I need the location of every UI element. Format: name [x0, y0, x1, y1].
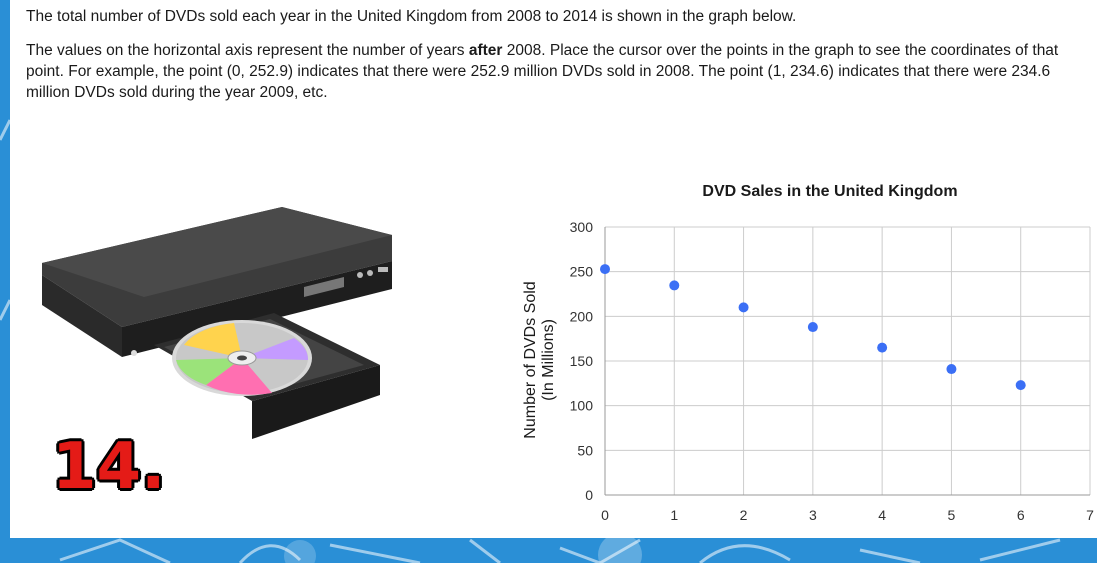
data-point[interactable]: (6, 123) — [1015, 380, 1026, 391]
instructions-text-end: 2008. Place the cursor over the points i… — [26, 42, 1059, 101]
x-tick-label: 2 — [740, 507, 748, 523]
data-point[interactable]: (5, 141) — [946, 364, 957, 375]
y-tick-label: 50 — [577, 442, 593, 458]
x-tick-label: 1 — [670, 507, 678, 523]
y-tick-label: 0 — [585, 487, 593, 503]
data-point[interactable]: (4, 165) — [877, 342, 888, 353]
intro-sentence: The total number of DVDs sold each year … — [26, 8, 797, 25]
content-panel: The total number of DVDs sold each year … — [10, 0, 1097, 538]
x-tick-label: 0 — [601, 507, 609, 523]
x-tick-label: 4 — [878, 507, 886, 523]
problem-number: 14. — [52, 430, 166, 504]
chart-title: DVD Sales in the United Kingdom — [702, 183, 957, 200]
data-point[interactable]: (1, 234.6) — [669, 280, 680, 291]
y-axis-label: Number of DVDs Sold — [522, 281, 539, 438]
x-tick-label: 7 — [1086, 507, 1094, 523]
chart-points: (0, 252.9) (1, 234.6) (2, 210) (3, 188) (4, … — [600, 264, 1026, 391]
instructions-paragraph: The values on the horizontal axis repres… — [26, 40, 1076, 103]
y-tick-label: 250 — [570, 264, 594, 280]
data-point[interactable]: (2, 210) — [738, 302, 749, 313]
instructions-emphasis: after — [468, 42, 503, 59]
problem-text: The total number of DVDs sold each year … — [26, 6, 1076, 116]
data-point[interactable]: (3, 188) — [807, 322, 818, 333]
x-tick-label: 3 — [809, 507, 817, 523]
y-tick-label: 100 — [570, 398, 594, 414]
chart-grid — [604, 226, 1091, 496]
y-axis-label-units: (In Millions) — [540, 319, 557, 401]
chart-axis-ticks: 0 50 100 150 200 250 300 0 1 2 3 4 5 6 7 — [570, 219, 1094, 523]
data-point[interactable]: (0, 252.9) — [600, 264, 610, 275]
y-tick-label: 150 — [570, 353, 594, 369]
x-tick-label: 5 — [948, 507, 956, 523]
dvd-player-icon — [42, 207, 392, 439]
x-tick-label: 6 — [1017, 507, 1025, 523]
scatter-chart: DVD Sales in the United Kingdom 05010015… — [522, 183, 1094, 523]
instructions-text-start: The values on the horizontal axis repres… — [26, 42, 469, 59]
y-tick-label: 200 — [570, 308, 594, 324]
y-tick-label: 300 — [570, 219, 594, 235]
